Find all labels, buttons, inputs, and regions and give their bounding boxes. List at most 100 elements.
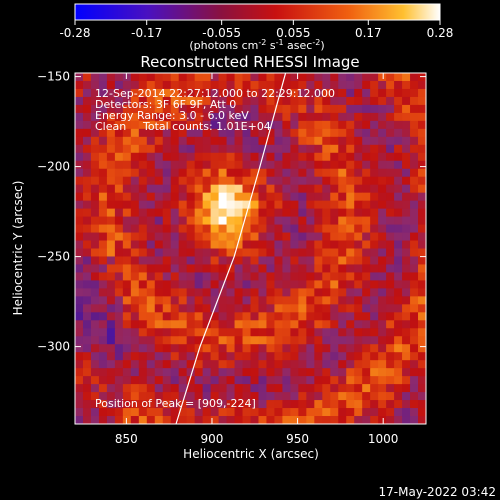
heatmap-cell: [130, 392, 140, 401]
heatmap-cell: [90, 208, 100, 218]
heatmap-cell: [114, 128, 124, 138]
heatmap-cell: [418, 88, 426, 98]
heatmap-cell: [290, 416, 299, 424]
heatmap-cell: [314, 280, 323, 289]
heatmap-cell: [314, 232, 323, 242]
heatmap-cell: [218, 88, 228, 98]
heatmap-cell: [170, 96, 180, 106]
heatmap-cell: [226, 384, 236, 393]
heatmap-cell: [378, 368, 387, 377]
heatmap-cell: [290, 352, 299, 361]
heatmap-cell: [410, 240, 419, 249]
heatmap-cell: [170, 232, 180, 242]
heatmap-cell: [250, 192, 259, 202]
heatmap-cell: [346, 136, 355, 146]
heatmap-cell: [122, 376, 132, 385]
heatmap-cell: [402, 360, 411, 369]
heatmap-cell: [242, 88, 251, 98]
heatmap-cell: [210, 336, 220, 345]
heatmap-cell: [218, 232, 228, 242]
heatmap-cell: [122, 120, 132, 130]
heatmap-cell: [402, 320, 411, 329]
heatmap-cell: [258, 136, 267, 146]
heatmap-cell: [386, 336, 395, 345]
heatmap-cell: [394, 160, 403, 170]
heatmap-cell: [234, 73, 244, 82]
heatmap-cell: [75, 264, 84, 273]
heatmap-cell: [290, 384, 299, 393]
heatmap-cell: [186, 392, 196, 401]
heatmap-cell: [210, 352, 220, 361]
heatmap-cell: [234, 384, 244, 393]
heatmap-cell: [386, 392, 395, 401]
heatmap-cell: [82, 80, 92, 90]
heatmap-cell: [266, 312, 275, 321]
heatmap-cell: [298, 328, 307, 337]
heatmap-cell: [75, 152, 84, 162]
heatmap-cell: [170, 144, 180, 154]
heatmap-cell: [82, 320, 92, 329]
heatmap-cell: [378, 192, 387, 202]
heatmap-cell: [394, 120, 403, 130]
heatmap-cell: [314, 384, 323, 393]
heatmap-cell: [138, 224, 148, 234]
heatmap-cell: [314, 168, 323, 178]
heatmap-cell: [378, 352, 387, 361]
heatmap-cell: [346, 144, 355, 154]
heatmap-cell: [242, 376, 251, 385]
heatmap-cell: [130, 272, 140, 281]
heatmap-cell: [330, 336, 339, 345]
heatmap-cell: [258, 360, 267, 369]
heatmap-cell: [162, 336, 172, 345]
heatmap-cell: [75, 160, 84, 170]
heatmap-cell: [234, 392, 244, 401]
heatmap-cell: [266, 264, 275, 273]
heatmap-cell: [242, 344, 251, 353]
heatmap-cell: [218, 240, 228, 249]
heatmap-cell: [386, 280, 395, 289]
heatmap-cell: [122, 304, 132, 313]
heatmap-cell: [106, 272, 116, 281]
heatmap-cell: [226, 232, 236, 242]
heatmap-cell: [122, 216, 132, 226]
heatmap-cell: [210, 152, 220, 162]
heatmap-cell: [162, 232, 172, 242]
heatmap-cell: [186, 144, 196, 154]
heatmap-cell: [242, 328, 251, 337]
heatmap-cell: [330, 368, 339, 377]
heatmap-cell: [410, 296, 419, 305]
heatmap-cell: [298, 176, 307, 186]
heatmap-cell: [418, 360, 426, 369]
heatmap-cell: [186, 128, 196, 138]
heatmap-cell: [282, 408, 291, 417]
heatmap-cell: [362, 416, 371, 424]
heatmap-cell: [370, 248, 379, 257]
heatmap-cell: [138, 376, 148, 385]
heatmap-cell: [202, 264, 212, 273]
heatmap-cell: [282, 192, 291, 202]
heatmap-cell: [226, 328, 236, 337]
heatmap-cell: [234, 248, 244, 257]
heatmap-cell: [194, 272, 204, 281]
heatmap-cell: [250, 360, 259, 369]
heatmap-cell: [218, 248, 228, 257]
heatmap-cell: [162, 312, 172, 321]
heatmap-cell: [226, 304, 236, 313]
heatmap-cell: [290, 120, 299, 130]
heatmap-cell: [106, 184, 116, 194]
footer-timestamp: 17-May-2022 03:42: [379, 485, 496, 499]
heatmap-cell: [362, 376, 371, 385]
heatmap-cell: [290, 336, 299, 345]
heatmap-cell: [290, 400, 299, 409]
heatmap-cell: [226, 360, 236, 369]
heatmap-cell: [306, 136, 315, 146]
heatmap-cell: [282, 184, 291, 194]
heatmap-cell: [338, 128, 347, 138]
heatmap-cell: [226, 160, 236, 170]
heatmap-cell: [386, 160, 395, 170]
heatmap-cell: [258, 272, 267, 281]
heatmap-cell: [266, 152, 275, 162]
heatmap-cell: [234, 192, 244, 202]
heatmap-cell: [274, 320, 283, 329]
heatmap-cell: [386, 208, 395, 218]
